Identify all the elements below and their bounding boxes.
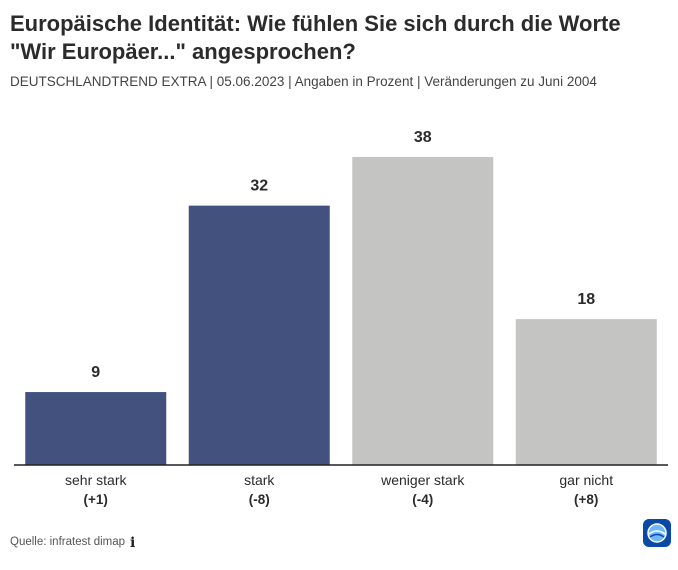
change-label: (+8) xyxy=(574,492,598,507)
bar xyxy=(515,319,657,465)
bar xyxy=(188,205,330,465)
chart-subtitle: DEUTSCHLANDTREND EXTRA | 05.06.2023 | An… xyxy=(10,74,597,89)
category-label: weniger stark xyxy=(380,472,465,488)
chart-title: Europäische Identität: Wie fühlen Sie si… xyxy=(10,11,621,64)
bar xyxy=(25,392,167,465)
data-label: 32 xyxy=(250,178,268,195)
logo-graphic xyxy=(647,523,667,543)
tagesschau-logo-icon[interactable] xyxy=(643,519,671,547)
category-label: stark xyxy=(244,472,275,488)
change-label: (+1) xyxy=(84,492,108,507)
change-label: (-8) xyxy=(249,492,270,507)
source-note: Quelle: infratest dimap xyxy=(10,536,126,548)
category-label: sehr stark xyxy=(65,472,127,488)
change-label: (-4) xyxy=(412,492,433,507)
bar-chart: 9 sehr stark (+1) 32 stark (-8) 38 weniger star… xyxy=(14,129,668,507)
info-icon[interactable]: i xyxy=(130,535,136,551)
data-label: 38 xyxy=(414,129,432,146)
bar xyxy=(352,157,494,465)
data-label: 9 xyxy=(91,364,100,381)
data-label: 18 xyxy=(577,291,595,308)
category-label: gar nicht xyxy=(559,472,613,488)
